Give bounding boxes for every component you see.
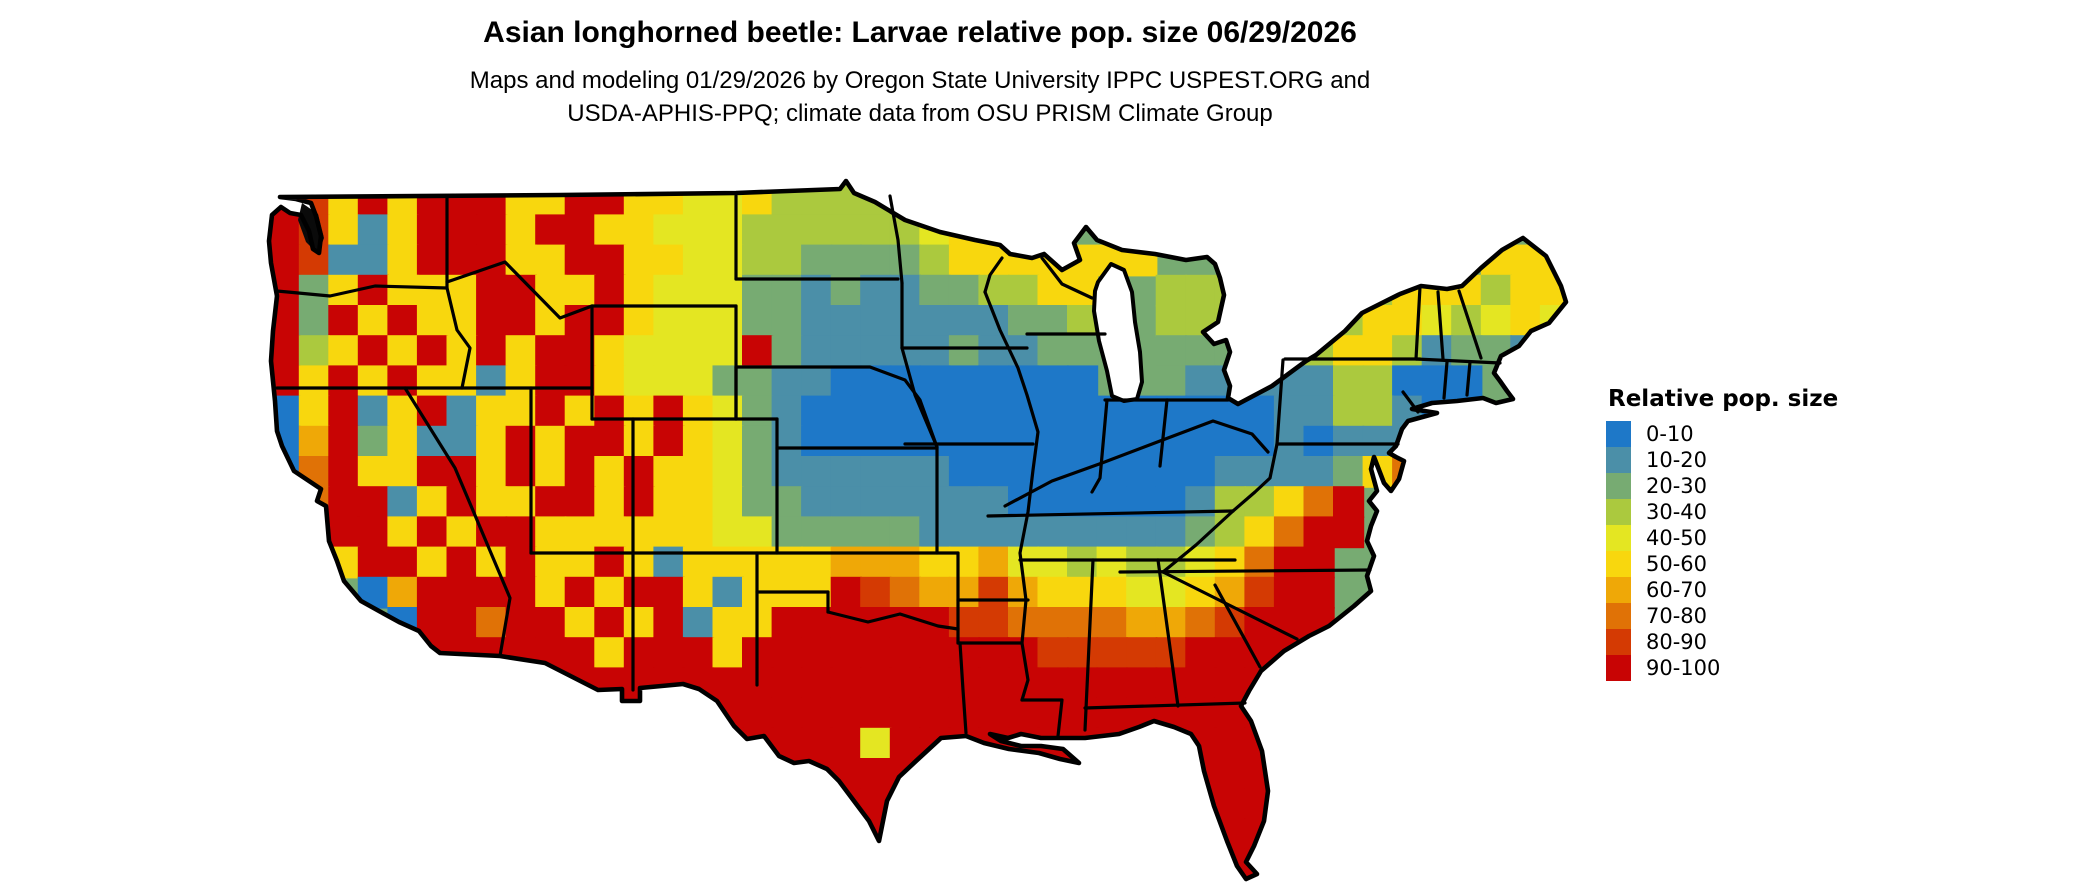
map-subtitle-line1: Maps and modeling 01/29/2026 by Oregon S… — [469, 67, 1371, 94]
legend-label: 50-60 — [1646, 552, 1708, 576]
legend-item: 90-100 — [1606, 655, 1838, 681]
legend-item: 60-70 — [1606, 577, 1838, 603]
legend-item: 70-80 — [1606, 603, 1838, 629]
legend-label: 10-20 — [1646, 448, 1708, 472]
header: Asian longhorned beetle: Larvae relative… — [0, 0, 1840, 130]
map-title: Asian longhorned beetle: Larvae relative… — [483, 16, 1357, 49]
legend-swatch — [1606, 655, 1631, 681]
map-subtitle-line2: USDA-APHIS-PPQ; climate data from OSU PR… — [567, 100, 1273, 127]
legend-item: 30-40 — [1606, 499, 1838, 525]
raster-layer — [269, 181, 1566, 879]
legend-label: 90-100 — [1646, 656, 1721, 680]
legend-label: 70-80 — [1646, 604, 1708, 628]
legend-label: 0-10 — [1646, 422, 1694, 446]
legend-label: 80-90 — [1646, 630, 1708, 654]
legend-label: 20-30 — [1646, 474, 1708, 498]
legend-swatch — [1606, 447, 1631, 473]
legend-swatch — [1606, 577, 1631, 603]
map-subtitle: Maps and modeling 01/29/2026 by Oregon S… — [0, 64, 1840, 130]
legend-swatch — [1606, 473, 1631, 499]
legend-swatch — [1606, 551, 1631, 577]
state-borders — [275, 194, 1502, 738]
legend-swatch — [1606, 525, 1631, 551]
us-outline — [266, 178, 1569, 882]
legend-item: 50-60 — [1606, 551, 1838, 577]
legend-label: 30-40 — [1646, 500, 1708, 524]
legend: Relative pop. size 0-10 10-20 20-30 30-40 40… — [1606, 386, 1838, 681]
legend-swatch — [1606, 421, 1631, 447]
legend-item: 10-20 — [1606, 447, 1838, 473]
legend-item: 0-10 — [1606, 421, 1838, 447]
legend-label: 60-70 — [1646, 578, 1708, 602]
legend-title: Relative pop. size — [1608, 386, 1839, 412]
legend-items: 0-10 10-20 20-30 30-40 40-50 50-60 60-70 70-80 8… — [1606, 421, 1838, 681]
legend-swatch — [1606, 499, 1631, 525]
legend-item: 40-50 — [1606, 525, 1838, 551]
legend-label: 40-50 — [1646, 526, 1708, 550]
legend-swatch — [1606, 629, 1631, 655]
legend-item: 20-30 — [1606, 473, 1838, 499]
legend-item: 80-90 — [1606, 629, 1838, 655]
legend-swatch — [1606, 603, 1631, 629]
